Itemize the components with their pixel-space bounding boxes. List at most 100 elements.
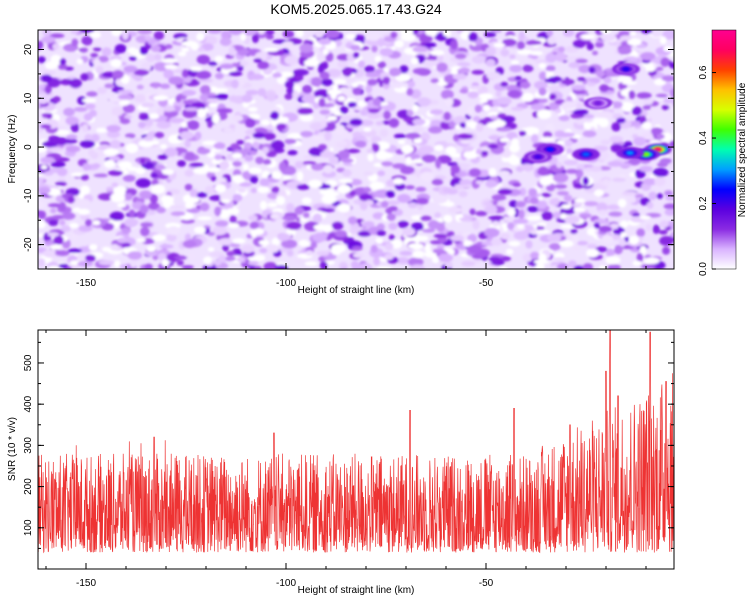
- heatmap-cell: [556, 161, 563, 169]
- heatmap-cell: [81, 124, 89, 133]
- heatmap-cell: [40, 156, 55, 164]
- heatmap-cell: [38, 220, 46, 229]
- heatmap-cell: [310, 163, 324, 171]
- heatmap-cell: [528, 187, 538, 197]
- heatmap-cell: [471, 69, 485, 75]
- heatmap-cell: [243, 141, 252, 151]
- x-tick-label: -150: [76, 278, 96, 289]
- heatmap-cell: [619, 220, 629, 228]
- heatmap-cell: [270, 111, 280, 121]
- heatmap-cell: [490, 237, 503, 246]
- heatmap-cell: [546, 30, 554, 37]
- heatmap-cell: [608, 211, 623, 217]
- heatmap-cell: [462, 145, 474, 152]
- heatmap-cell: [421, 154, 437, 163]
- heatmap-cell: [660, 57, 670, 67]
- heatmap-cell: [123, 193, 133, 201]
- heatmap-cell: [663, 97, 674, 104]
- heatmap-cell: [394, 216, 409, 221]
- heatmap-cell: [59, 201, 66, 212]
- heatmap-cell: [96, 127, 108, 133]
- heatmap-cell: [214, 55, 224, 63]
- heatmap-cell: [545, 123, 555, 132]
- heatmap-cell: [282, 41, 294, 47]
- heatmap-cell: [514, 76, 522, 81]
- heatmap-cell: [232, 115, 244, 122]
- heatmap-cell: [663, 203, 674, 210]
- heatmap-cell: [499, 137, 510, 143]
- heatmap-cell: [170, 211, 186, 216]
- heatmap-cell: [565, 45, 579, 53]
- heatmap-cell: [560, 224, 576, 229]
- heatmap-cell: [382, 76, 391, 85]
- heatmap-cell: [319, 71, 330, 80]
- heatmap-cell: [276, 75, 286, 85]
- heatmap-cell: [407, 202, 418, 209]
- heatmap-y-axis-label: Frequency (Hz): [7, 115, 18, 184]
- heatmap-cell: [163, 69, 174, 79]
- heatmap-cell: [219, 160, 230, 170]
- heatmap-cell: [554, 52, 567, 62]
- heatmap-cell: [38, 116, 47, 124]
- heatmap-cell: [639, 215, 651, 220]
- heatmap-cell: [44, 240, 55, 246]
- heatmap-cell: [110, 139, 121, 149]
- heatmap-cell: [488, 215, 505, 220]
- heatmap-cell: [529, 197, 539, 205]
- heatmap-cell: [518, 31, 525, 41]
- heatmap-cell: [377, 170, 386, 177]
- heatmap-cell: [454, 183, 465, 190]
- heatmap-cell: [229, 215, 237, 224]
- heatmap-cell: [141, 61, 152, 72]
- heatmap-cell: [538, 253, 547, 263]
- heatmap-cell: [316, 250, 330, 256]
- heatmap-cell: [636, 228, 645, 237]
- heatmap-cell: [385, 190, 396, 198]
- heatmap-cell: [166, 252, 181, 262]
- heatmap-cell: [295, 30, 304, 38]
- heatmap-cell: [209, 195, 223, 201]
- heatmap-cell: [488, 134, 501, 141]
- heatmap-cell: [128, 209, 136, 218]
- heatmap-cell: [540, 193, 552, 197]
- y-tick-label: -20: [23, 237, 34, 252]
- heatmap-cell: [142, 136, 154, 142]
- heatmap-cell: [314, 30, 324, 38]
- heatmap-cell: [52, 96, 61, 103]
- heatmap-cell: [509, 54, 516, 59]
- heatmap-cell: [189, 162, 205, 168]
- heatmap-cell: [365, 84, 373, 94]
- heatmap-cell: [656, 133, 665, 140]
- heatmap-cell: [558, 115, 570, 122]
- heatmap-cell: [249, 221, 259, 230]
- heatmap-cell: [85, 254, 96, 262]
- heatmap-cell: [634, 193, 644, 199]
- heatmap-cell: [55, 137, 68, 146]
- heatmap-cell: [55, 181, 67, 187]
- heatmap-cell: [449, 235, 465, 242]
- heatmap-cell: [525, 240, 533, 249]
- heatmap-cell: [114, 44, 127, 54]
- heatmap-cell: [623, 56, 638, 62]
- heatmap-cell: [456, 62, 471, 67]
- heatmap-cell: [359, 193, 373, 202]
- heatmap-cell: [231, 79, 239, 89]
- heatmap-cell: [189, 66, 203, 72]
- heatmap-cell: [274, 264, 289, 269]
- heatmap-cell: [443, 111, 451, 121]
- heatmap-cell: [254, 254, 266, 262]
- heatmap-cell: [408, 243, 424, 250]
- heatmap-cell: [390, 31, 398, 39]
- heatmap-cell: [349, 190, 356, 197]
- heatmap-cell: [78, 225, 93, 232]
- heatmap-cell: [215, 93, 229, 100]
- heatmap-cell: [412, 118, 426, 126]
- heatmap-cell: [287, 102, 298, 107]
- heatmap-cell: [196, 148, 211, 155]
- heatmap-cell: [375, 237, 384, 245]
- heatmap-cell: [582, 130, 597, 138]
- heatmap-cell: [561, 79, 576, 85]
- heatmap-cell: [572, 245, 581, 251]
- heatmap-cell: [583, 121, 590, 130]
